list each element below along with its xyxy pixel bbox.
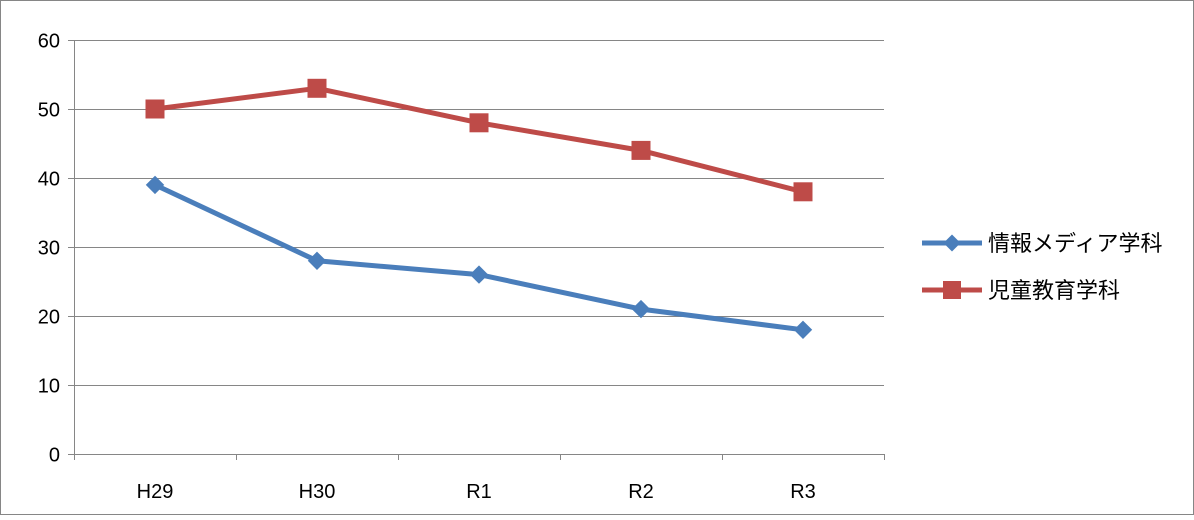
y-tick-label: 30 [38, 238, 60, 260]
data-point-marker [631, 140, 651, 160]
legend-item: 情報メディア学科 [922, 231, 1162, 256]
x-tick-label: R3 [790, 481, 816, 503]
legend-marker [943, 234, 961, 252]
y-tick-label: 40 [38, 169, 60, 191]
data-point-marker [469, 113, 489, 133]
x-tick-label: H30 [299, 481, 336, 503]
data-point-marker [469, 265, 489, 284]
legend-item: 児童教育学科 [922, 278, 1120, 303]
data-point-marker [145, 99, 165, 119]
axes [68, 40, 885, 460]
y-tick-label: 10 [38, 376, 60, 398]
data-point-marker [793, 182, 813, 202]
x-axis-tick-labels: H29 H30 R1 R2 R3 [137, 481, 816, 503]
data-point-marker [145, 175, 165, 195]
y-tick-label: 60 [38, 31, 60, 53]
gridlines [74, 40, 884, 386]
legend-label: 児童教育学科 [988, 278, 1120, 303]
x-tick-label: H29 [137, 481, 174, 503]
y-tick-label: 20 [38, 307, 60, 329]
legend-marker [943, 281, 961, 299]
x-tick-label: R2 [628, 481, 654, 503]
data-point-marker [307, 251, 327, 271]
series [145, 78, 813, 340]
y-axis-tick-labels: 0 10 20 30 40 50 60 [38, 31, 60, 467]
data-point-marker [307, 78, 327, 98]
y-tick-label: 50 [38, 100, 60, 122]
legend-label: 情報メディア学科 [988, 231, 1162, 256]
y-tick-label: 0 [49, 445, 60, 467]
data-point-marker [793, 320, 813, 340]
data-point-marker [631, 299, 651, 319]
x-tick-label: R1 [466, 481, 492, 503]
